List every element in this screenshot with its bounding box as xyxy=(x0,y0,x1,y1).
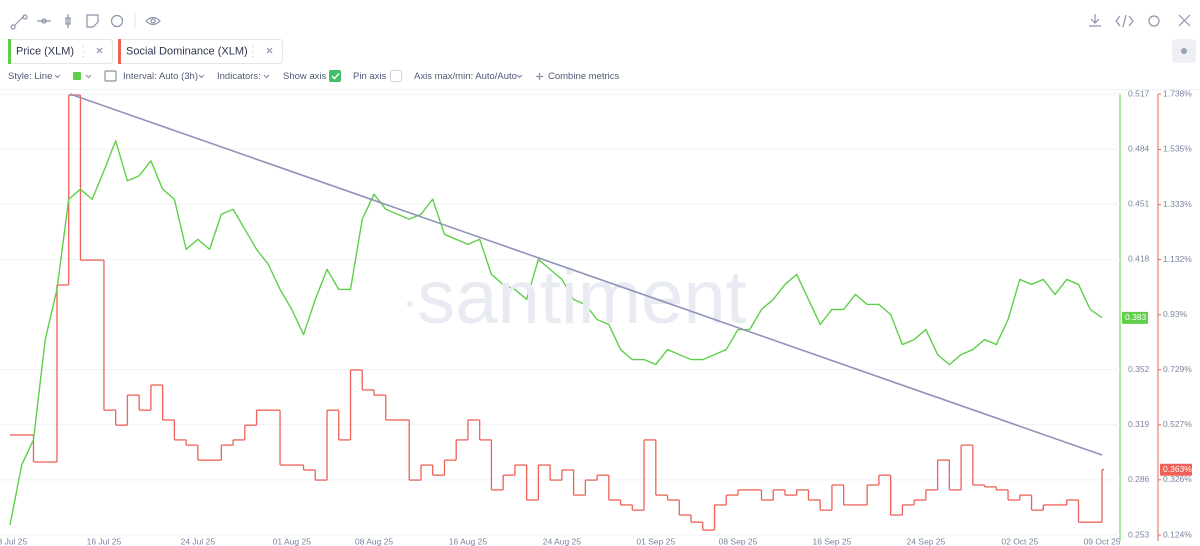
chevron xyxy=(516,74,523,79)
chevron xyxy=(263,74,270,79)
watermark-dot xyxy=(407,301,413,307)
toggle-dot xyxy=(1181,48,1187,54)
checkbox[interactable] xyxy=(390,70,402,82)
y-tick-label: 0.517 xyxy=(1128,88,1150,98)
x-tick-label: 01 Sep 25 xyxy=(636,536,675,546)
watermark: santiment xyxy=(417,255,747,340)
x-tick-label: 16 Sep 25 xyxy=(813,536,852,546)
show-axis-label: Show axis xyxy=(283,71,327,82)
embed[interactable] xyxy=(1115,14,1134,28)
calendar-icon xyxy=(104,70,117,82)
x-tick-label: 24 Sep 25 xyxy=(906,536,945,546)
y-tick-label: 0.319 xyxy=(1128,419,1150,429)
note-tool[interactable] xyxy=(86,14,99,28)
style-setting[interactable]: Style: Line xyxy=(8,71,52,82)
pin-axis-label: Pin axis xyxy=(353,71,387,82)
line-tool[interactable] xyxy=(10,14,28,30)
combine-metrics[interactable]: Combine metrics xyxy=(548,71,620,82)
x-tick-label: 02 Oct 25 xyxy=(1001,536,1038,546)
plot-area xyxy=(0,93,1161,541)
x-tick-label: 08 Aug 25 xyxy=(355,536,394,546)
y-tick-label: 0.286 xyxy=(1128,474,1150,484)
x-tick-label: 09 Oct 25 xyxy=(1084,536,1121,546)
y-tick-label: 0.253 xyxy=(1128,529,1150,539)
y2-tick-label: 1.535% xyxy=(1163,144,1192,154)
y2-tick-label: 0.729% xyxy=(1163,364,1192,374)
series-line xyxy=(9,140,1103,526)
y2-tick-label: 0.527% xyxy=(1163,419,1192,429)
download[interactable] xyxy=(1089,14,1101,27)
trend-line xyxy=(69,93,1103,456)
emoji-tool[interactable] xyxy=(110,14,124,28)
x-tick-label: 16 Aug 25 xyxy=(449,536,488,546)
indicators-setting[interactable]: Indicators: xyxy=(217,71,261,82)
candle-tool[interactable] xyxy=(65,14,71,28)
x-tick-label: 08 Sep 25 xyxy=(719,536,758,546)
current-value-label: 0.383 xyxy=(1125,312,1147,322)
chip-label: Price (XLM) xyxy=(16,45,74,57)
y-tick-label: 0.352 xyxy=(1128,364,1150,374)
hline-tool[interactable] xyxy=(37,18,51,24)
x-tick-label: 01 Aug 25 xyxy=(273,536,312,546)
x-tick-label: 24 Jul 25 xyxy=(181,536,216,546)
toolbar xyxy=(10,13,1191,30)
chevron xyxy=(85,74,92,79)
y-tick-label: 0.418 xyxy=(1128,254,1150,264)
y2-tick-label: 1.333% xyxy=(1163,199,1192,209)
settings[interactable] xyxy=(1148,15,1160,27)
chip-marker xyxy=(118,39,121,64)
view-tool[interactable] xyxy=(145,16,161,26)
current-value-label: 0.363% xyxy=(1163,464,1192,474)
chip-marker xyxy=(8,39,11,64)
chip-controls[interactable] xyxy=(82,46,103,57)
checkbox[interactable] xyxy=(329,70,341,82)
close[interactable] xyxy=(1178,14,1191,27)
chip-controls[interactable] xyxy=(252,46,273,57)
color-swatch[interactable] xyxy=(73,72,81,80)
check xyxy=(331,72,340,80)
x-tick-label: 24 Aug 25 xyxy=(543,536,582,546)
current-value-box xyxy=(1160,463,1192,476)
y2-tick-label: 1.132% xyxy=(1163,254,1192,264)
y-tick-label: 0.451 xyxy=(1128,199,1150,209)
y2-tick-label: 0.93% xyxy=(1163,309,1188,319)
current-value-box xyxy=(1122,311,1148,324)
interval-setting[interactable]: Interval: Auto (3h) xyxy=(123,71,198,82)
chevron xyxy=(54,74,61,79)
x-tick-label: 16 Jul 25 xyxy=(87,536,122,546)
plus-icon xyxy=(536,73,543,80)
chip-label: Social Dominance (XLM) xyxy=(126,45,248,57)
y2-tick-label: 0.124% xyxy=(1163,529,1192,539)
chevron xyxy=(198,74,205,79)
x-tick-label: 08 Jul 25 xyxy=(0,536,28,546)
settings-row: Style: Line Interval: Auto (3h) Indicato… xyxy=(8,70,620,82)
axis-minmax-setting[interactable]: Axis max/min: Auto/Auto xyxy=(414,71,517,82)
y2-tick-label: 1.738% xyxy=(1163,88,1192,98)
y2-tick-label: 0.326% xyxy=(1163,474,1192,484)
y-tick-label: 0.484 xyxy=(1128,143,1150,153)
